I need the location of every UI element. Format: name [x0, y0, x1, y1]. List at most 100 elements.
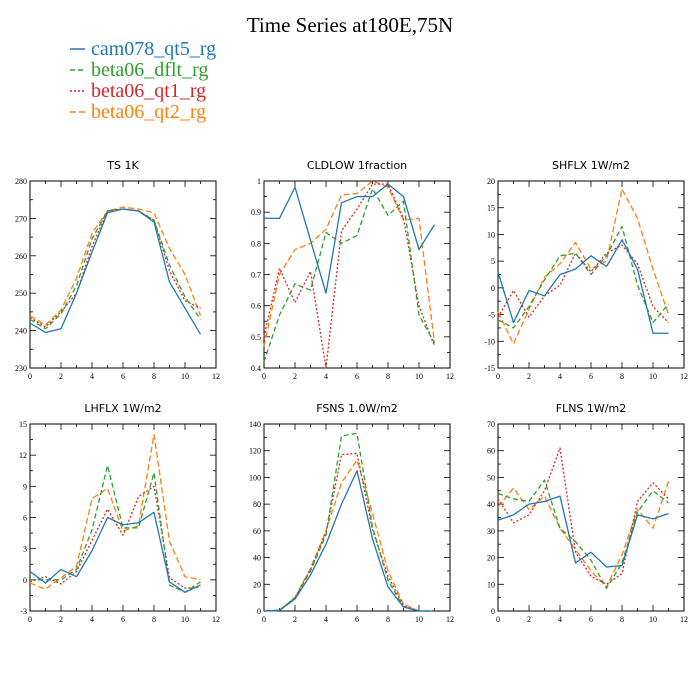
- series-line-cam078-qt5-rg: [497, 495, 669, 568]
- x-tick-label: 0: [262, 372, 266, 381]
- x-tick-label: 4: [324, 615, 328, 624]
- y-tick-label: 240: [15, 327, 27, 336]
- x-tick-label: 0: [28, 615, 32, 624]
- y-tick-label: 250: [15, 289, 27, 298]
- y-tick-label: 0: [23, 576, 27, 585]
- y-tick-label: 100: [249, 473, 261, 482]
- series-line-cam078-qt5-rg: [29, 511, 201, 593]
- series-line-beta06-qt2-rg: [29, 433, 201, 590]
- x-tick-label: 8: [386, 615, 390, 624]
- x-tick-label: 6: [589, 615, 593, 624]
- series-line-beta06-qt1-rg: [29, 485, 201, 589]
- panel-title-cldlow: CLDLOW 1fraction: [307, 159, 407, 172]
- y-tick-label: 40: [253, 554, 261, 563]
- panel-title-flns: FLNS 1W/m2: [556, 402, 626, 415]
- x-tick-label: 8: [386, 372, 390, 381]
- figure-title: Time Series at180E,75N: [247, 13, 453, 37]
- y-tick-label: 0: [491, 284, 495, 293]
- y-tick-label: 270: [15, 214, 27, 223]
- y-tick-label: -5: [488, 311, 495, 320]
- plot-frame-fsns: [263, 423, 451, 612]
- y-tick-label: 0.7: [251, 271, 261, 280]
- series-line-beta06-dflt-rg: [30, 464, 201, 593]
- series-line-beta06-qt2-rg: [497, 481, 670, 588]
- y-tick-label: 230: [15, 364, 27, 373]
- y-tick-label: 60: [253, 527, 261, 536]
- series-line-cam078-qt5-rg: [264, 183, 436, 294]
- y-tick-label: 10: [487, 580, 495, 589]
- series-line-beta06-qt2-rg: [263, 459, 435, 612]
- y-tick-label: 70: [487, 420, 495, 429]
- series-line-beta06-dflt-rg: [263, 432, 435, 612]
- x-tick-label: 2: [293, 615, 297, 624]
- x-tick-label: 0: [496, 615, 500, 624]
- panel-title-fsns: FSNS 1.0W/m2: [316, 402, 398, 415]
- x-tick-label: 4: [558, 372, 562, 381]
- y-tick-label: 0.8: [251, 239, 261, 248]
- x-tick-label: 4: [558, 615, 562, 624]
- x-tick-label: 2: [59, 615, 63, 624]
- y-tick-label: 5: [491, 257, 495, 266]
- y-tick-label: 140: [249, 420, 261, 429]
- x-tick-label: 8: [620, 615, 624, 624]
- x-tick-label: 10: [649, 615, 657, 624]
- x-tick-label: 10: [649, 372, 657, 381]
- x-tick-label: 8: [152, 615, 156, 624]
- y-tick-label: 20: [253, 580, 261, 589]
- x-tick-label: 4: [90, 372, 94, 381]
- series-line-beta06-qt2-rg: [497, 188, 670, 345]
- y-tick-label: 0.9: [251, 208, 261, 217]
- x-tick-label: 2: [59, 372, 63, 381]
- x-tick-label: 6: [121, 615, 125, 624]
- panel-cldlow: CLDLOW 1fraction 0 2 4 6 8 10 12 0.4 0.5 0.6 0.7 0.8…: [251, 159, 454, 381]
- x-tick-label: 6: [355, 372, 359, 381]
- legend-label-beta06-dflt-rg: beta06_dflt_rg: [91, 59, 208, 81]
- y-tick-label: 30: [487, 527, 495, 536]
- x-tick-label: 8: [620, 372, 624, 381]
- series-line-beta06-qt2-rg: [263, 180, 436, 347]
- series-line-beta06-qt1-rg: [29, 208, 201, 328]
- x-tick-label: 0: [262, 615, 266, 624]
- series-line-beta06-qt1-rg: [263, 452, 435, 612]
- y-tick-label: 50: [487, 473, 495, 482]
- series-line-beta06-qt2-rg: [29, 206, 202, 326]
- y-tick-label: 280: [15, 177, 27, 186]
- x-tick-label: 12: [212, 615, 220, 624]
- y-tick-label: 12: [19, 451, 27, 460]
- x-tick-label: 4: [90, 615, 94, 624]
- series-line-beta06-qt1-rg: [497, 447, 669, 585]
- y-tick-label: 0: [257, 607, 261, 616]
- y-tick-label: 0.4: [251, 364, 261, 373]
- legend: cam078_qt5_rg beta06_dflt_rg beta06_qt1_…: [70, 38, 216, 123]
- x-tick-label: 12: [446, 372, 454, 381]
- series-line-cam078-qt5-rg: [263, 470, 435, 612]
- x-tick-label: 12: [212, 372, 220, 381]
- panel-flns: FLNS 1W/m2 0 2 4 6 8 10 12 0 10 20 30 40 50 60 70: [487, 402, 688, 624]
- series-line-beta06-dflt-rg: [263, 188, 436, 362]
- y-tick-label: 0.6: [251, 302, 261, 311]
- series-line-beta06-qt1-rg: [263, 183, 436, 369]
- x-tick-label: 0: [28, 372, 32, 381]
- x-tick-label: 6: [355, 615, 359, 624]
- series-line-beta06-dflt-rg: [497, 479, 669, 589]
- series-line-cam078-qt5-rg: [29, 208, 202, 335]
- y-tick-label: 80: [253, 500, 261, 509]
- x-tick-label: 6: [589, 372, 593, 381]
- panel-title-lhflx: LHFLX 1W/m2: [84, 402, 161, 415]
- panel-shflx: SHFLX 1W/m2 0 2 4 6 8 10 12 -15 -10 -5 0 5 10 15 20: [484, 159, 688, 381]
- legend-label-cam078-qt5-rg: cam078_qt5_rg: [91, 38, 216, 60]
- x-tick-label: 2: [527, 372, 531, 381]
- x-tick-label: 4: [324, 372, 328, 381]
- x-tick-label: 2: [293, 372, 297, 381]
- y-tick-label: 0.5: [251, 333, 261, 342]
- y-tick-label: 0: [491, 607, 495, 616]
- x-tick-label: 2: [527, 615, 531, 624]
- series-line-beta06-qt1-rg: [497, 244, 669, 324]
- series-line-beta06-dflt-rg: [497, 225, 670, 329]
- x-tick-label: 10: [415, 372, 423, 381]
- x-tick-label: 6: [121, 372, 125, 381]
